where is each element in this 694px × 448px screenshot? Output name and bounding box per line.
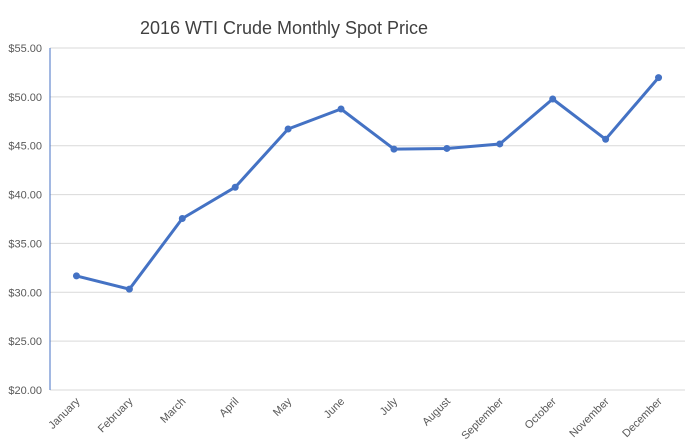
x-tick-label: July (378, 395, 401, 418)
y-tick-label: $35.00 (8, 238, 42, 250)
x-tick-label: September (459, 395, 506, 442)
data-point (284, 125, 292, 133)
x-axis-tick-labels: January February March April May June July Augu… (46, 395, 664, 442)
x-tick-label: November (567, 395, 612, 440)
x-tick-label: June (322, 396, 347, 421)
data-point (231, 183, 239, 191)
data-point (602, 135, 610, 143)
y-tick-label: $30.00 (8, 287, 42, 299)
y-tick-label: $20.00 (8, 385, 42, 397)
x-tick-label: May (271, 395, 295, 419)
data-point (443, 144, 451, 152)
gridlines (50, 47, 685, 391)
x-tick-label: August (420, 396, 453, 429)
y-tick-label: $25.00 (8, 336, 42, 348)
series-line (75, 76, 660, 291)
chart-title: 2016 WTI Crude Monthly Spot Price (140, 18, 428, 38)
data-point (178, 215, 186, 223)
x-tick-label: April (217, 396, 241, 420)
data-point (125, 285, 133, 293)
y-tick-label: $40.00 (8, 190, 42, 202)
series-points (72, 74, 663, 293)
data-point (72, 272, 80, 280)
data-point (337, 105, 345, 113)
x-tick-label: February (96, 395, 136, 435)
x-tick-label: January (46, 395, 83, 432)
y-tick-label: $55.00 (8, 43, 42, 55)
data-point (390, 145, 398, 153)
data-point (496, 140, 504, 148)
data-point (655, 74, 663, 82)
x-tick-label: October (523, 395, 559, 431)
y-tick-label: $45.00 (8, 141, 42, 153)
data-point (549, 95, 557, 103)
y-tick-label: $50.00 (8, 92, 42, 104)
x-tick-label: December (620, 395, 665, 440)
y-axis-tick-labels: $20.00 $25.00 $30.00 $35.00 $40.00 $45.00 $50.… (8, 43, 42, 397)
x-tick-label: March (158, 396, 188, 426)
